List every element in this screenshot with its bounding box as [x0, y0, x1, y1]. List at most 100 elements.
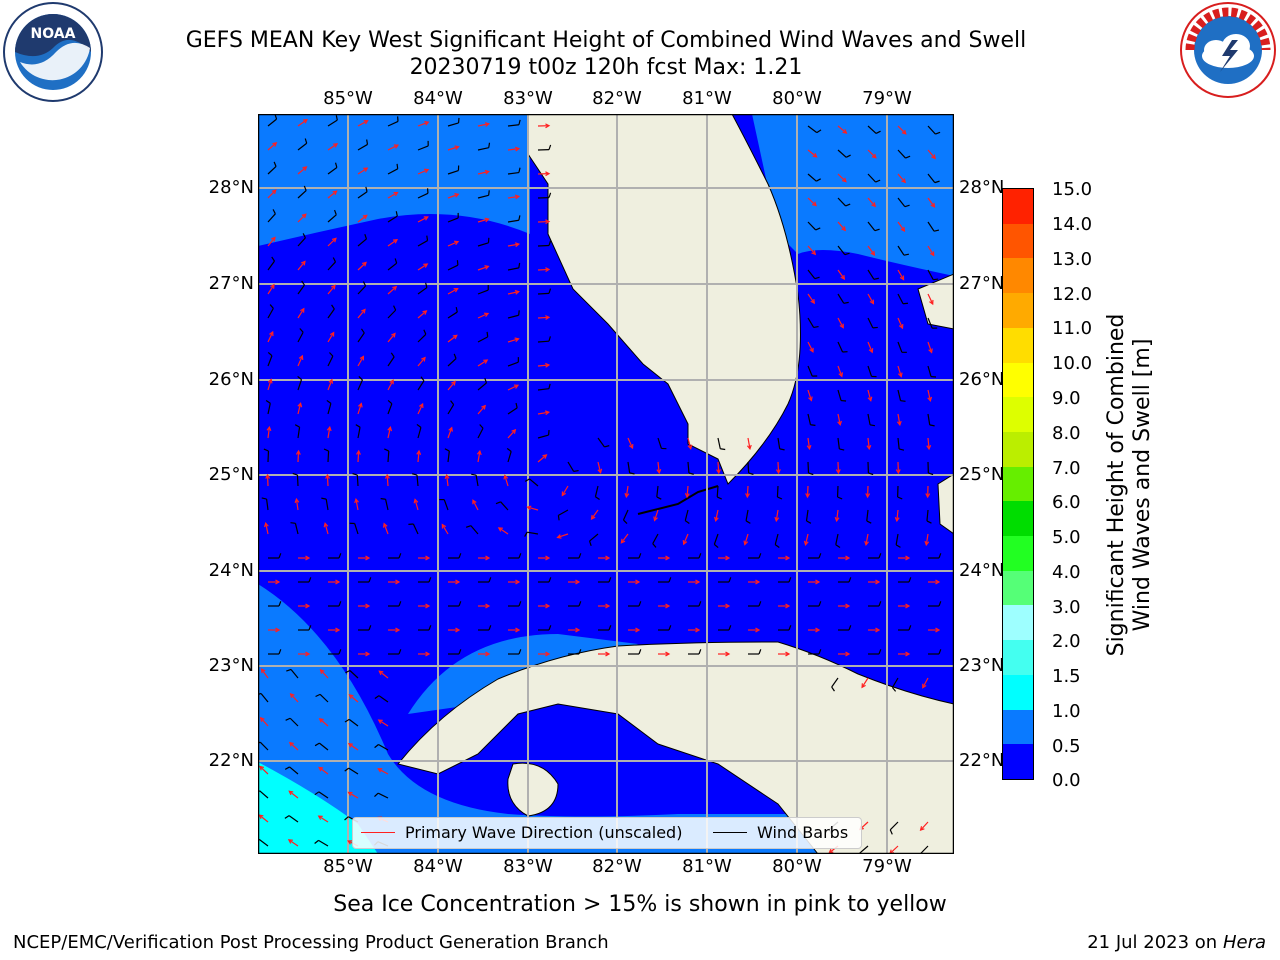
wave-arrow	[807, 245, 816, 255]
wind-barb-flag	[668, 577, 672, 583]
wind-barb-flag	[728, 577, 732, 583]
wind-barb-flag	[668, 625, 672, 631]
wave-arrow	[259, 814, 269, 823]
wave-arrow-head	[834, 516, 840, 523]
wave-arrow-head	[305, 555, 311, 561]
lat-label-left: 26°N	[208, 369, 254, 390]
colorbar-tick: 1.0	[1052, 701, 1081, 722]
wind-barb	[831, 677, 839, 688]
wave-arrow-head	[413, 498, 419, 504]
wave-arrow	[837, 221, 846, 231]
wind-barb-flag	[344, 816, 349, 821]
wind-barb-flag	[848, 625, 852, 631]
wind-barb-flag	[895, 544, 901, 548]
wind-barb	[447, 311, 458, 319]
wind-barb-flag	[290, 522, 296, 524]
wave-arrow-head	[301, 213, 307, 219]
wind-barb-flag	[578, 553, 582, 559]
wind-barb-flag	[374, 744, 379, 749]
wave-arrow-head	[267, 378, 273, 384]
wind-barb	[267, 118, 277, 127]
wave-arrow-head	[387, 426, 393, 432]
wave-arrow	[267, 331, 274, 343]
wind-barb	[776, 485, 779, 498]
colorbar-tick: 0.0	[1052, 770, 1081, 791]
wind-barb-flag	[458, 553, 462, 559]
wave-arrow-head	[894, 517, 900, 523]
wave-arrow	[897, 173, 906, 183]
wave-arrow-head	[864, 540, 869, 547]
wave-arrow-head	[358, 402, 363, 408]
wave-arrow-head	[845, 555, 851, 561]
wind-barb-flag	[845, 154, 851, 158]
wave-arrow	[537, 364, 550, 367]
map-legend: Primary Wave Direction (unscaled) Wind B…	[352, 817, 862, 849]
wave-arrow	[897, 269, 905, 280]
wind-barb	[387, 450, 390, 463]
wave-arrow-head	[392, 285, 398, 291]
wind-barb	[867, 125, 877, 134]
lat-label-right: 25°N	[959, 464, 1005, 485]
lon-label-bottom: 82°W	[592, 856, 642, 877]
wind-barb-flag	[488, 625, 492, 631]
wave-arrow	[297, 213, 307, 223]
wave-arrow	[507, 291, 519, 295]
wave-arrow-head	[484, 122, 491, 127]
wave-arrow	[387, 191, 398, 199]
wave-arrow	[383, 523, 389, 535]
lon-label-top: 85°W	[323, 88, 373, 109]
wave-arrow-head	[743, 540, 749, 546]
wave-arrow-head	[347, 840, 353, 845]
colorbar-segment	[1003, 362, 1033, 398]
wave-arrow-head	[545, 171, 551, 177]
wind-barb-flag	[845, 203, 851, 207]
wave-arrow	[260, 717, 269, 727]
wave-arrow-head	[377, 719, 383, 724]
lat-label-right: 28°N	[959, 177, 1005, 198]
wave-arrow-head	[725, 555, 731, 561]
wind-barb-flag	[518, 601, 522, 607]
wind-barb	[294, 523, 299, 535]
wind-barb-flag	[518, 310, 520, 316]
wave-arrow-head	[924, 540, 930, 547]
colorbar-tick: 3.0	[1052, 597, 1081, 618]
wave-arrow-head	[635, 579, 641, 585]
wave-arrow-head	[302, 118, 308, 124]
wind-barb	[927, 125, 936, 135]
wind-barb-flag	[843, 301, 849, 304]
wave-arrow-head	[393, 191, 399, 197]
wave-arrow-head	[845, 651, 851, 657]
wind-barb	[859, 845, 869, 854]
wind-barb	[807, 173, 817, 182]
wave-arrow-head	[929, 251, 935, 257]
wind-barb	[807, 221, 817, 231]
wind-barb	[387, 168, 398, 175]
wave-arrow-head	[260, 668, 266, 674]
wind-barb	[387, 356, 395, 367]
wave-arrow	[897, 125, 907, 135]
wind-barb-flag	[728, 625, 732, 631]
wind-barb	[327, 403, 332, 415]
wave-arrow-head	[423, 263, 429, 268]
wave-arrow-head	[326, 425, 332, 432]
wind-barb-flag	[284, 766, 290, 770]
wind-barb-flag	[265, 400, 271, 404]
wave-arrow	[537, 268, 550, 271]
wind-barb-flag	[518, 167, 521, 173]
wave-arrow	[591, 509, 599, 520]
footer-date-text: 21 Jul 2023 on	[1087, 932, 1223, 953]
wind-barb-flag	[608, 625, 612, 631]
wind-barb-flag	[314, 791, 320, 796]
wind-barb-flag	[831, 686, 835, 692]
wave-arrow-head	[515, 627, 521, 633]
wind-barb-flag	[878, 601, 882, 607]
wave-arrow-head	[318, 766, 324, 772]
wave-arrow-head	[393, 144, 399, 149]
wind-barb	[384, 499, 389, 511]
wave-arrow-head	[377, 768, 383, 773]
wind-barb	[713, 533, 719, 545]
wind-barb-flag	[548, 336, 551, 342]
wave-arrow-head	[665, 651, 671, 657]
wind-barb-flag	[548, 144, 552, 150]
wave-arrow-head	[453, 288, 459, 293]
